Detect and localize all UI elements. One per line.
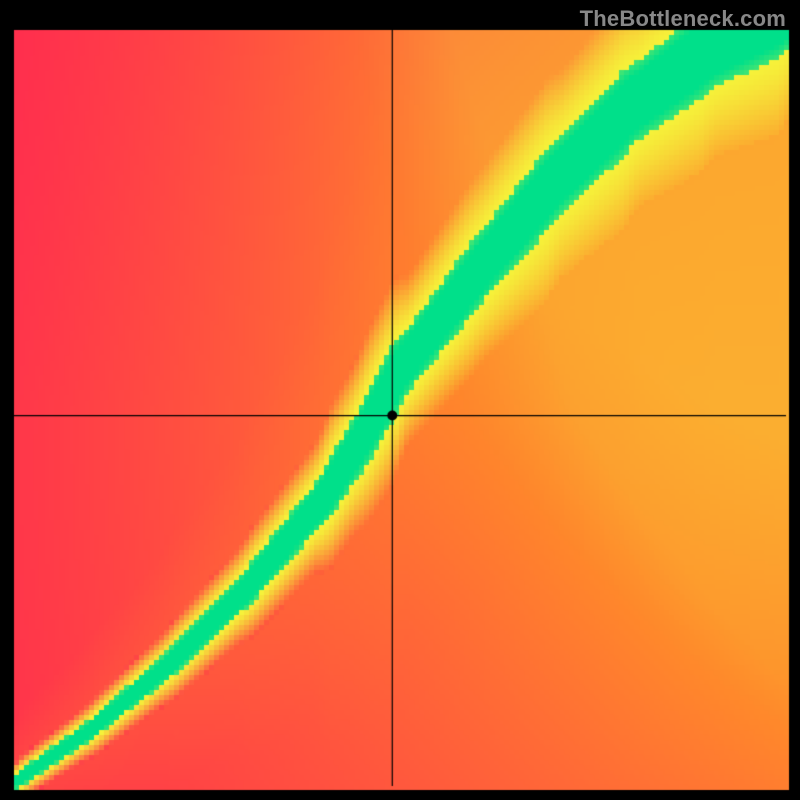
chart-container: TheBottleneck.com [0, 0, 800, 800]
watermark-text: TheBottleneck.com [580, 6, 786, 32]
bottleneck-heatmap [0, 0, 800, 800]
